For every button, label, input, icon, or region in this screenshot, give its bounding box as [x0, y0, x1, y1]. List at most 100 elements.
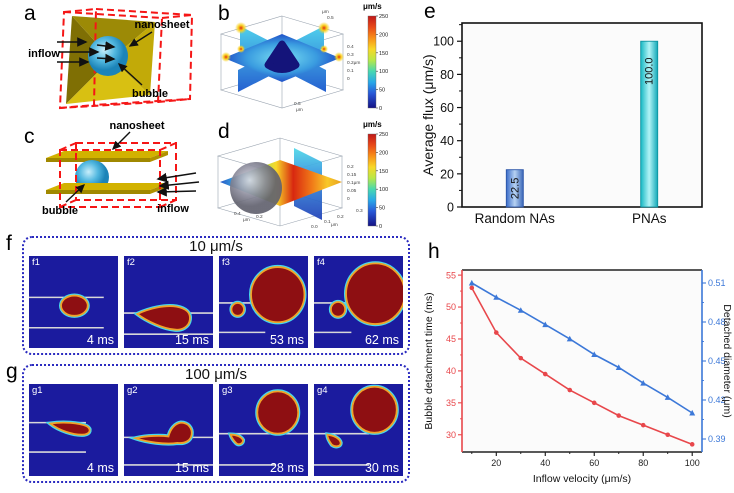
axis-z-tick: 0.2 — [347, 164, 354, 170]
svg-text:0.39: 0.39 — [708, 434, 726, 444]
frame-timestamp: 30 ms — [364, 461, 399, 475]
flow-rate-title: 10 μm/s — [189, 238, 243, 255]
sim-frames-container: f1 4 ms f2 15 ms f3 53 ms f4 62 ms — [24, 256, 408, 348]
panel-letter-e: e — [424, 0, 436, 23]
axis-z-tick: 0.15 — [347, 172, 357, 178]
schematic-a-pinwheel-nanosheet: nanosheet inflow bubble — [28, 7, 194, 110]
colorbar-tick: 50 — [379, 88, 385, 94]
label-inflow: inflow — [28, 48, 60, 60]
svg-text:60: 60 — [589, 458, 599, 468]
svg-text:50: 50 — [446, 302, 456, 312]
colorbar-tick: 200 — [379, 150, 388, 156]
axis-z-tick: 0.3 — [347, 52, 354, 58]
axis-z-tick: 0.4 — [347, 44, 354, 50]
sim-frame-canvas — [124, 420, 213, 466]
axis-z-tick: 0 — [347, 196, 350, 202]
sim-frame-canvas — [219, 264, 307, 334]
series-left — [471, 287, 693, 446]
sim-frame-g4: g4 30 ms — [314, 384, 403, 476]
sim-frame-g1: g1 4 ms — [29, 384, 118, 476]
label-nanosheet: nanosheet — [109, 120, 164, 132]
bubble-pointer — [65, 184, 86, 203]
sim-frame-canvas — [219, 389, 308, 466]
colorbar-tick: 100 — [379, 69, 388, 75]
frame-label: g4 — [317, 385, 328, 396]
nanosheet-bottom-slab — [46, 183, 168, 194]
axis-z-tick: 0.2μm — [347, 60, 360, 66]
axis-z-tick: 0.05 — [347, 188, 357, 194]
svg-text:100: 100 — [433, 35, 454, 49]
panel-letter-a: a — [24, 2, 36, 25]
colorbar-tick: 250 — [379, 132, 388, 138]
sim-frame-f4: f4 62 ms — [314, 256, 403, 348]
bubble-sphere-gray — [230, 162, 282, 214]
panel-letter-h: h — [428, 240, 440, 263]
axis-y-tick: 0.5 — [327, 15, 334, 21]
colorbar: μm/s 250 200 150 100 50 0 — [363, 120, 388, 230]
svg-text:35: 35 — [446, 398, 456, 408]
sim-frame-canvas — [124, 304, 213, 335]
label-inflow: inflow — [157, 203, 189, 215]
sim-frame-canvas — [314, 384, 399, 466]
sim-row-100umps: 100 μm/s g1 4 ms g2 15 ms g3 28 ms g4 30 ms — [22, 364, 410, 483]
frame-label: f2 — [127, 257, 135, 268]
svg-text:80: 80 — [638, 458, 648, 468]
frame-label: f3 — [222, 257, 230, 268]
svg-text:40: 40 — [446, 366, 456, 376]
colorbar-tick: 0 — [379, 224, 382, 230]
colorbar-title: μm/s — [363, 2, 382, 11]
bubble-sphere — [88, 36, 128, 76]
frame-timestamp: 53 ms — [269, 333, 304, 347]
frame-timestamp: 62 ms — [364, 333, 399, 347]
panel-letter-c: c — [24, 125, 35, 148]
dashed-box — [58, 7, 194, 110]
bar-chart-average-flux: 0 20 40 60 80 100 Average flux (μm/s) 22.5 Rando… — [420, 22, 703, 226]
inflow-arrows — [156, 172, 200, 197]
frame-timestamp: 28 ms — [269, 461, 304, 475]
svg-text:55: 55 — [446, 270, 456, 280]
svg-text:80: 80 — [440, 68, 454, 82]
axis-y-unit: μm — [322, 10, 329, 15]
sim-frame-f1: f1 4 ms — [29, 256, 118, 348]
sim-frame-canvas — [29, 420, 92, 453]
svg-text:30: 30 — [446, 430, 456, 440]
svg-text:Random NAs: Random NAs — [475, 211, 556, 226]
svg-text:Inflow velocity (μm/s): Inflow velocity (μm/s) — [533, 473, 631, 485]
axis-y-tick: 0.1 — [324, 219, 331, 225]
axis-x-unit: μm — [243, 218, 250, 223]
colorbar-tick: 150 — [379, 51, 388, 57]
schematic-c-parallel-nanosheet: nanosheet bubble inflow — [42, 120, 200, 217]
series-right — [471, 282, 693, 414]
frame-timestamp: 4 ms — [86, 461, 114, 475]
axis-z-tick: 0.1μm — [347, 180, 360, 186]
nanosheet-pointer — [128, 31, 153, 47]
svg-text:45: 45 — [446, 334, 456, 344]
sim-frame-g3: g3 28 ms — [219, 384, 308, 476]
axis-y-tick: 0.3 — [356, 208, 363, 214]
svg-text:0.42: 0.42 — [708, 395, 726, 405]
velocity-hotspots — [221, 22, 344, 62]
panel-letter-f: f — [6, 232, 12, 255]
flow-rate-title: 100 μm/s — [185, 366, 247, 383]
sim-frame-canvas — [29, 293, 104, 329]
colorbar-tick: 200 — [379, 32, 388, 38]
nanosheet-top-slab — [46, 151, 168, 162]
line-chart-detachment: 20 40 60 80 100 30 35 40 45 50 55 0.39 0.42 0.45 0.48 0… — [423, 269, 733, 485]
svg-text:0.51: 0.51 — [708, 278, 726, 288]
svg-text:0: 0 — [447, 201, 454, 215]
frame-label: g2 — [127, 385, 138, 396]
svg-text:0.48: 0.48 — [708, 317, 726, 327]
frame-label: g3 — [222, 385, 233, 396]
bar-value-label: 100.0 — [644, 57, 656, 85]
axis-x-tick: 0.5 — [294, 101, 301, 107]
svg-text:PNAs: PNAs — [632, 211, 667, 226]
nanosheet-pointer — [112, 131, 131, 150]
panel-letter-g: g — [6, 360, 18, 383]
svg-text:60: 60 — [440, 101, 454, 115]
velocity-field-b: μm 0.5 0.4 0.3 0.2μm 0.1 0 0.5 μm μm/s 2… — [219, 2, 388, 113]
inflow-arrows — [57, 37, 116, 67]
axis-y-tick: 0.2 — [337, 214, 344, 220]
sim-frame-g2: g2 15 ms — [124, 384, 213, 476]
axis-z-tick: 0.1 — [347, 68, 354, 74]
